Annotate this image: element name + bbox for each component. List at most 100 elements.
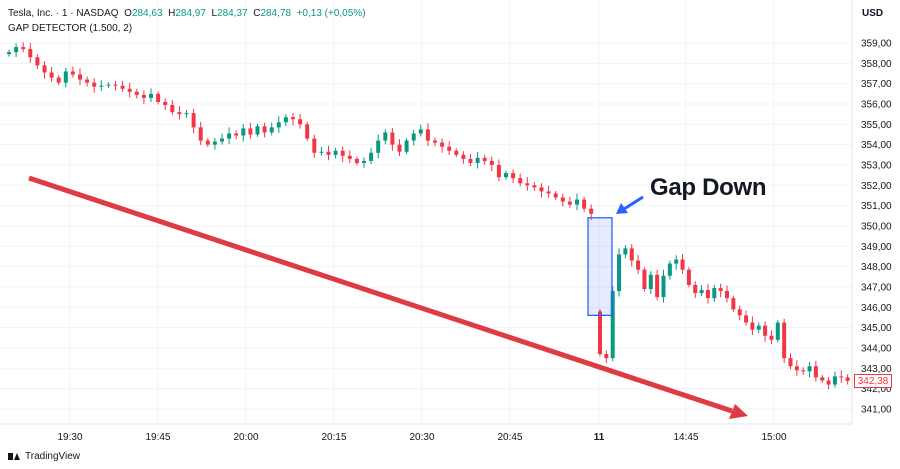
candle [156, 91, 161, 105]
candle [305, 121, 310, 141]
y-tick-label: 349,00 [861, 242, 892, 253]
last-price-label: 342,38 [854, 374, 892, 388]
candle [255, 123, 260, 137]
candle-body [775, 322, 780, 340]
candle-body [661, 275, 666, 298]
candle [269, 122, 274, 136]
candle-body [674, 259, 679, 264]
candle-body [801, 370, 806, 372]
candle [354, 156, 359, 166]
candle-body [712, 287, 717, 299]
candle-body [156, 93, 161, 102]
candle [813, 360, 818, 382]
candle-body [763, 325, 768, 336]
candle [49, 66, 54, 82]
high-label: H [168, 8, 176, 19]
candle-body [560, 197, 565, 202]
candle-body [333, 150, 338, 155]
currency-label[interactable]: USD [862, 8, 884, 19]
open-label: O [124, 8, 132, 19]
x-tick-label: 19:45 [145, 432, 170, 443]
candle [170, 100, 175, 116]
candle-body [390, 132, 395, 145]
candle [518, 173, 523, 187]
y-tick-label: 359,00 [861, 39, 892, 50]
candle-body [447, 146, 452, 151]
chart-legend: Tesla, Inc. · 1 · NASDAQ O284,63 H284,97… [8, 6, 366, 36]
candle [718, 283, 723, 298]
y-tick-label: 358,00 [861, 59, 892, 70]
candle-body [756, 325, 761, 330]
candle-body [212, 141, 217, 145]
candle [756, 322, 761, 334]
candle [496, 159, 501, 182]
candle-body [699, 290, 704, 294]
candle [205, 138, 210, 148]
candle [744, 310, 749, 326]
candle-body [598, 311, 602, 355]
candle-body [234, 133, 239, 136]
candle-body [7, 52, 11, 55]
candle-body [369, 152, 374, 161]
y-tick-label: 350,00 [861, 221, 892, 232]
candle-body [99, 85, 104, 87]
candle-body [70, 71, 75, 75]
candle-body [539, 187, 544, 192]
candle [504, 170, 508, 180]
tradingview-logo-icon [8, 452, 21, 461]
candle [433, 137, 437, 147]
y-tick-label: 353,00 [861, 160, 892, 171]
candle-body [617, 254, 622, 292]
candle-body [832, 376, 837, 385]
candle [63, 67, 68, 88]
x-tick-label: 19:30 [57, 432, 82, 443]
tradingview-brand[interactable]: TradingView [8, 451, 80, 462]
y-tick-label: 341,00 [861, 404, 892, 415]
y-tick-label: 354,00 [861, 140, 892, 151]
candle [553, 191, 558, 200]
candle-body [220, 138, 224, 142]
candle [141, 90, 146, 104]
candle [705, 283, 710, 304]
gap-down-annotation: Gap Down [650, 174, 767, 201]
candle-body [319, 151, 324, 153]
candle-body [705, 290, 710, 299]
candle [85, 76, 90, 87]
candle-body [737, 309, 742, 316]
candle [750, 316, 755, 336]
candle-body [340, 150, 345, 156]
candle [667, 260, 672, 280]
candle-body [305, 124, 310, 139]
candle-body [120, 85, 125, 89]
y-tick-label: 347,00 [861, 282, 892, 293]
high-value: 284,97 [175, 8, 206, 19]
candle-body [205, 140, 210, 145]
candle-body [680, 259, 685, 270]
candle-body [667, 263, 672, 276]
candle-body [582, 199, 587, 209]
indicator-label[interactable]: GAP DETECTOR (1.500, 2) [8, 23, 133, 34]
candle [383, 129, 388, 145]
candle [99, 80, 104, 91]
candle [283, 114, 288, 126]
candle [642, 267, 647, 292]
candle-body [255, 126, 260, 135]
candle-body [553, 193, 558, 198]
brand-text: TradingView [25, 451, 81, 462]
low-label: L [211, 8, 218, 19]
candle [539, 183, 544, 198]
candle-body [14, 47, 19, 53]
candle-body [425, 129, 430, 141]
candles-layer [7, 42, 850, 390]
candle [468, 154, 473, 166]
candle [35, 54, 40, 70]
candle-body [725, 291, 729, 299]
candle [598, 308, 602, 357]
change-value: +0,13 (+0,05%) [296, 8, 366, 19]
candle-body [347, 155, 352, 159]
candle [680, 254, 685, 274]
y-axis-ticks: 359,00 358,00 357,00 356,00 355,00 354,00 353,… [861, 39, 892, 416]
symbol-label[interactable]: Tesla, Inc. · 1 · NASDAQ [8, 8, 119, 19]
y-tick-label: 356,00 [861, 99, 892, 110]
